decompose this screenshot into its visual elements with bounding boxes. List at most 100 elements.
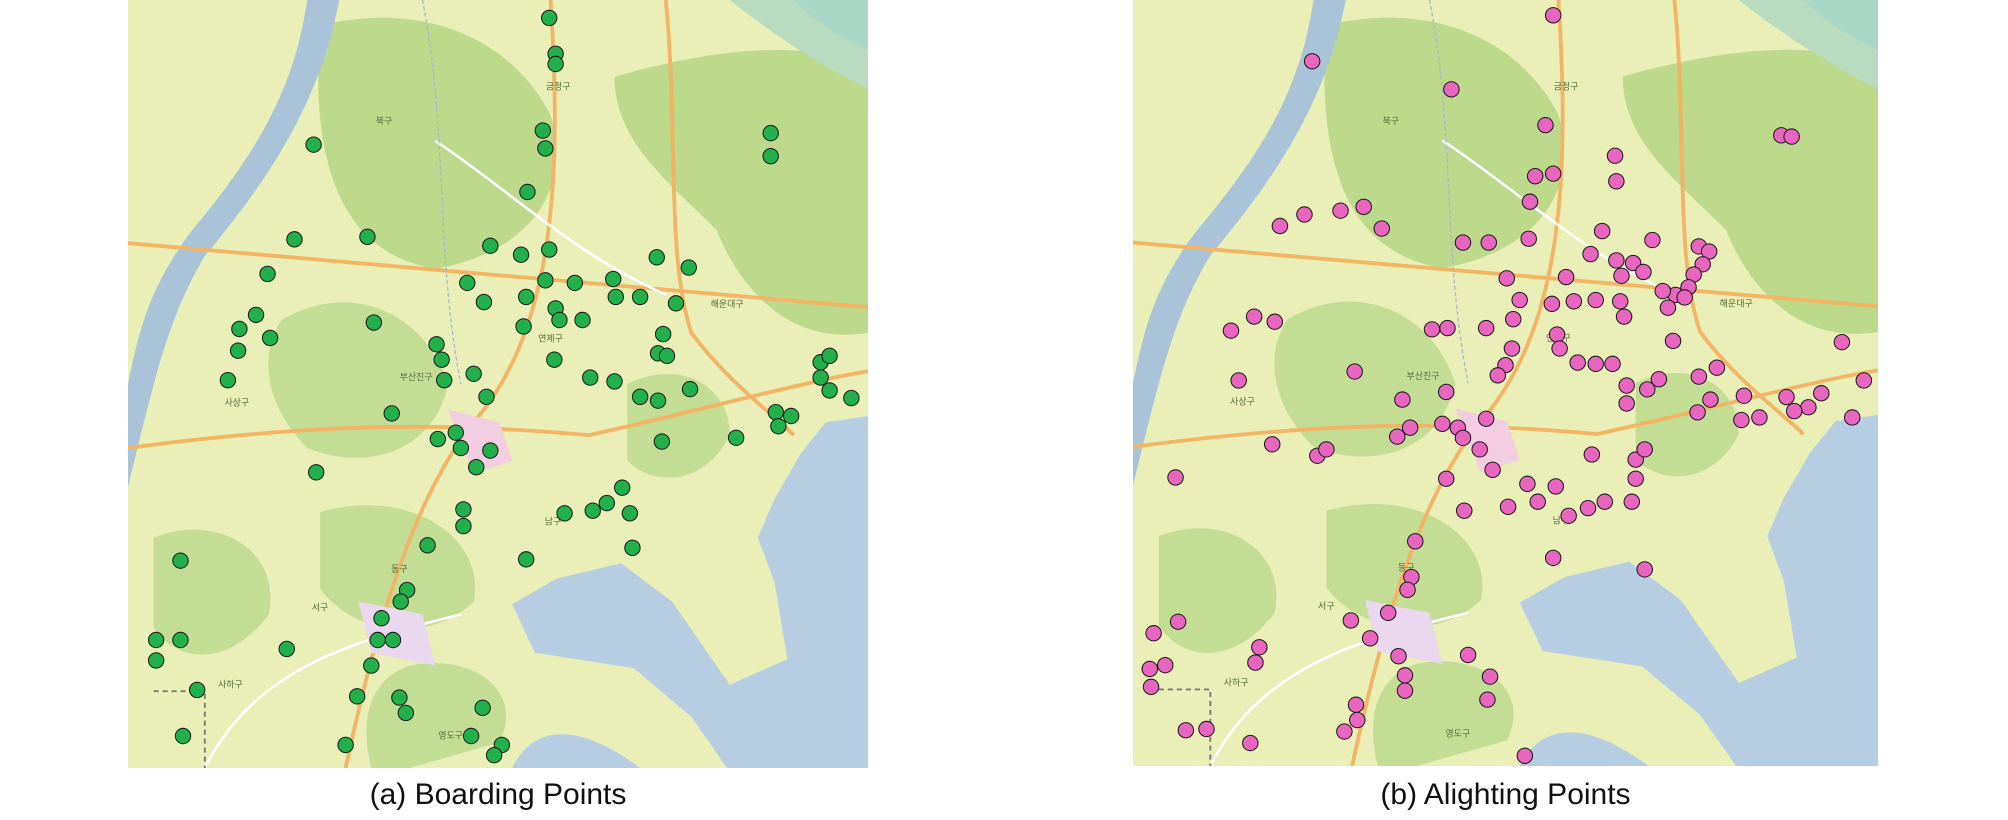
point — [613, 479, 631, 496]
point — [261, 329, 279, 347]
point — [1454, 429, 1472, 447]
point — [1373, 220, 1391, 237]
point — [556, 505, 573, 522]
point — [229, 342, 247, 359]
point — [462, 727, 480, 745]
point — [433, 351, 450, 368]
point — [1230, 372, 1247, 389]
point — [1548, 326, 1566, 343]
point — [1644, 231, 1661, 249]
point — [1664, 332, 1682, 350]
point — [1587, 291, 1604, 309]
district-label: 해운대구 — [1720, 298, 1753, 309]
point — [534, 122, 552, 139]
point — [1690, 368, 1708, 385]
point — [1785, 402, 1803, 420]
point — [1396, 682, 1414, 699]
point — [517, 551, 535, 568]
point — [1596, 493, 1613, 510]
district-label: 서구 — [312, 603, 328, 614]
point — [219, 371, 237, 389]
point — [1582, 245, 1599, 263]
point — [392, 593, 409, 610]
point — [1443, 81, 1460, 98]
district-label: 연제구 — [538, 334, 563, 345]
point — [1579, 499, 1597, 517]
point — [1361, 630, 1379, 647]
point — [1560, 507, 1577, 524]
point — [391, 689, 408, 706]
point — [482, 442, 499, 459]
point — [1379, 604, 1397, 621]
point — [653, 433, 671, 450]
district-label: 동구 — [391, 564, 407, 575]
point — [1401, 419, 1419, 436]
point — [762, 147, 779, 165]
district-label: 북구 — [1382, 116, 1399, 127]
point — [606, 373, 623, 390]
point — [1623, 493, 1641, 510]
point — [147, 631, 165, 649]
point — [648, 249, 665, 266]
point — [1263, 436, 1281, 453]
point — [1390, 648, 1407, 665]
point — [1242, 734, 1259, 752]
point — [1198, 720, 1215, 738]
point — [1407, 533, 1424, 550]
point — [649, 392, 667, 409]
point — [1477, 319, 1495, 337]
point — [821, 382, 838, 399]
point — [1618, 377, 1635, 394]
district-label: 영도구 — [1445, 729, 1470, 740]
point — [680, 259, 697, 276]
district-label: 사상구 — [224, 398, 249, 409]
point — [551, 311, 568, 329]
point — [1635, 263, 1652, 281]
point — [447, 424, 464, 441]
point — [762, 124, 779, 142]
basemap — [128, 0, 868, 768]
point — [1504, 310, 1522, 328]
district-label: 해운대구 — [711, 299, 744, 310]
point — [1544, 7, 1562, 24]
point — [624, 539, 641, 557]
point — [1676, 289, 1693, 306]
caption: (a) Boarding Points — [369, 778, 627, 811]
point — [1266, 313, 1284, 330]
point — [485, 747, 503, 764]
point — [1423, 321, 1441, 338]
point — [1751, 409, 1768, 426]
district-label: 영도구 — [438, 731, 463, 742]
point — [782, 407, 800, 425]
point — [259, 265, 276, 283]
point — [231, 320, 248, 338]
point — [1481, 668, 1499, 685]
district-label: 금정구 — [1554, 81, 1579, 92]
district-label: 동구 — [1398, 563, 1415, 574]
point — [607, 288, 624, 306]
point — [384, 631, 402, 649]
point — [658, 347, 676, 365]
point — [1639, 381, 1656, 398]
point — [1659, 299, 1677, 316]
point — [1271, 217, 1289, 235]
point — [1608, 173, 1625, 190]
point — [1583, 446, 1601, 463]
point — [621, 505, 639, 522]
point — [584, 502, 601, 519]
point — [515, 318, 532, 335]
point — [1624, 254, 1642, 272]
point — [383, 405, 400, 422]
district-label: 부산진구 — [400, 372, 433, 383]
point — [1557, 268, 1575, 286]
point — [1396, 667, 1414, 684]
point — [359, 228, 376, 245]
point — [1439, 319, 1456, 337]
district-label: 남구 — [545, 517, 561, 528]
point — [1251, 639, 1268, 656]
point — [1479, 691, 1496, 708]
point — [1537, 116, 1554, 134]
district-label: 사하구 — [1224, 678, 1249, 689]
point — [1733, 411, 1750, 429]
